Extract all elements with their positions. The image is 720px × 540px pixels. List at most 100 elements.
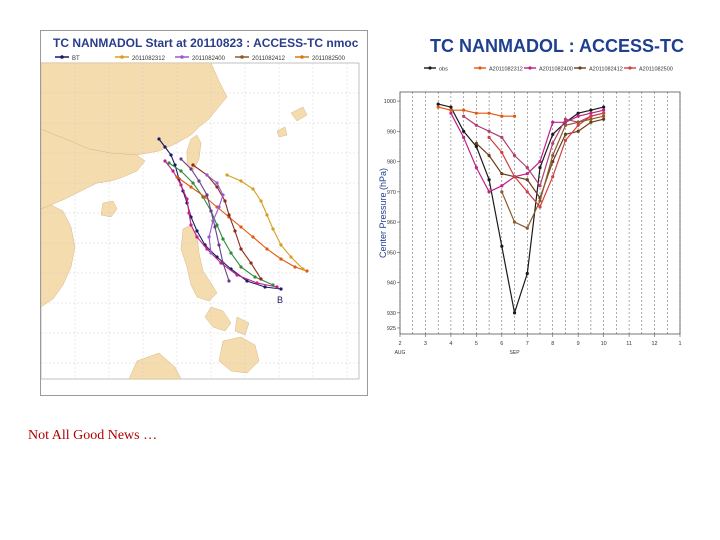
track-point <box>205 173 209 177</box>
series-point <box>500 135 504 139</box>
series-point <box>551 141 555 146</box>
y-tick-label: 925 <box>387 326 396 332</box>
map-legend-entry: 2011082500 <box>295 55 346 62</box>
track-point <box>221 193 225 197</box>
bt-marker-label: B <box>277 295 283 305</box>
series-point <box>500 172 504 176</box>
forecast-track <box>225 173 305 271</box>
track-point <box>185 197 189 201</box>
series-point <box>474 111 478 115</box>
track-point <box>225 173 229 177</box>
chart-series-line <box>500 114 606 230</box>
series-point <box>551 159 555 164</box>
chart-legend-entry: A2011082400 <box>524 66 573 73</box>
series-point <box>500 150 504 155</box>
track-point <box>217 205 221 209</box>
map-legend-marker <box>120 55 124 59</box>
track-point <box>175 175 179 179</box>
y-tick-label: 960 <box>387 220 396 226</box>
chart-legend-label: A2011082500 <box>639 67 673 73</box>
track-point <box>163 159 167 163</box>
chart-legend-entry: obs <box>424 66 448 73</box>
borneo-tip <box>128 352 182 380</box>
track-point <box>157 137 161 141</box>
x-tick-label: 6 <box>500 341 503 347</box>
y-tick-label: 990 <box>387 129 396 135</box>
map-frame: B <box>40 62 360 380</box>
map-legend-label: 2011082500 <box>312 56 346 62</box>
x-tick-label: 11 <box>626 341 632 347</box>
series-point <box>487 190 491 194</box>
track-point <box>289 255 293 259</box>
series-point <box>525 226 529 230</box>
track-point <box>239 247 243 251</box>
x-tick-label: 9 <box>577 341 580 347</box>
chart-series-line <box>487 111 606 209</box>
chart-legend-marker <box>478 66 482 70</box>
map-legend-entry: 2011082400 <box>175 55 226 62</box>
track-point <box>221 261 225 265</box>
chart-series-line <box>436 105 517 118</box>
track-point <box>293 265 297 269</box>
track-point <box>215 223 219 227</box>
series-point <box>538 184 542 188</box>
track-point <box>189 223 193 227</box>
series-point <box>449 111 453 115</box>
series-point <box>487 178 491 182</box>
chart-legend-entry: A2011082500 <box>624 66 673 73</box>
track-point <box>191 181 195 185</box>
series-point <box>525 166 529 170</box>
series-point <box>436 105 440 109</box>
series-point <box>551 153 555 158</box>
track-point <box>251 187 255 191</box>
chart-legend-label: A2011082400 <box>539 67 573 73</box>
series-point <box>512 220 517 224</box>
mainland-south <box>40 128 146 210</box>
map-legend-label: BT <box>72 56 80 62</box>
map-legend-entry: BT <box>55 55 80 62</box>
track-point <box>235 273 239 277</box>
track-point <box>189 167 193 171</box>
track-point <box>223 199 227 203</box>
y-tick-label: 970 <box>387 190 396 196</box>
track-point <box>179 157 183 161</box>
series-point <box>589 111 593 115</box>
x-tick-label: 3 <box>424 341 427 347</box>
series-point <box>563 138 568 142</box>
track-point <box>259 199 263 203</box>
series-point <box>576 123 580 127</box>
track-point <box>279 287 283 291</box>
track-point <box>167 161 171 165</box>
track-point <box>239 179 243 183</box>
track-point <box>275 285 279 289</box>
series-path <box>463 112 604 188</box>
track-point <box>195 229 199 233</box>
series-point <box>449 108 453 112</box>
x-tick-label: 8 <box>551 341 554 347</box>
series-point <box>512 153 517 158</box>
series-point <box>576 129 580 133</box>
chart-legend-marker <box>628 66 632 70</box>
series-point <box>512 311 517 315</box>
x-month-label: SEP <box>510 350 521 356</box>
track-map-panel: TC NANMADOL Start at 20110823 : ACCESS-T… <box>40 30 368 396</box>
series-point <box>449 105 453 109</box>
track-point <box>259 277 263 281</box>
track-point <box>211 219 215 223</box>
y-tick-label: 1000 <box>384 99 396 105</box>
map-legend-marker <box>180 55 184 59</box>
track-point <box>253 275 257 279</box>
track-point <box>271 227 275 231</box>
series-point <box>462 135 466 139</box>
track-point <box>245 279 249 283</box>
series-point <box>576 114 580 118</box>
track-point <box>265 213 269 217</box>
series-point <box>563 123 568 127</box>
map-legend-entry: 2011082312 <box>115 55 166 62</box>
y-tick-label: 980 <box>387 160 396 166</box>
track-point <box>249 261 253 265</box>
track-point <box>215 181 219 185</box>
track-line <box>164 160 278 288</box>
series-point <box>538 205 542 209</box>
x-tick-label: 4 <box>449 341 452 347</box>
